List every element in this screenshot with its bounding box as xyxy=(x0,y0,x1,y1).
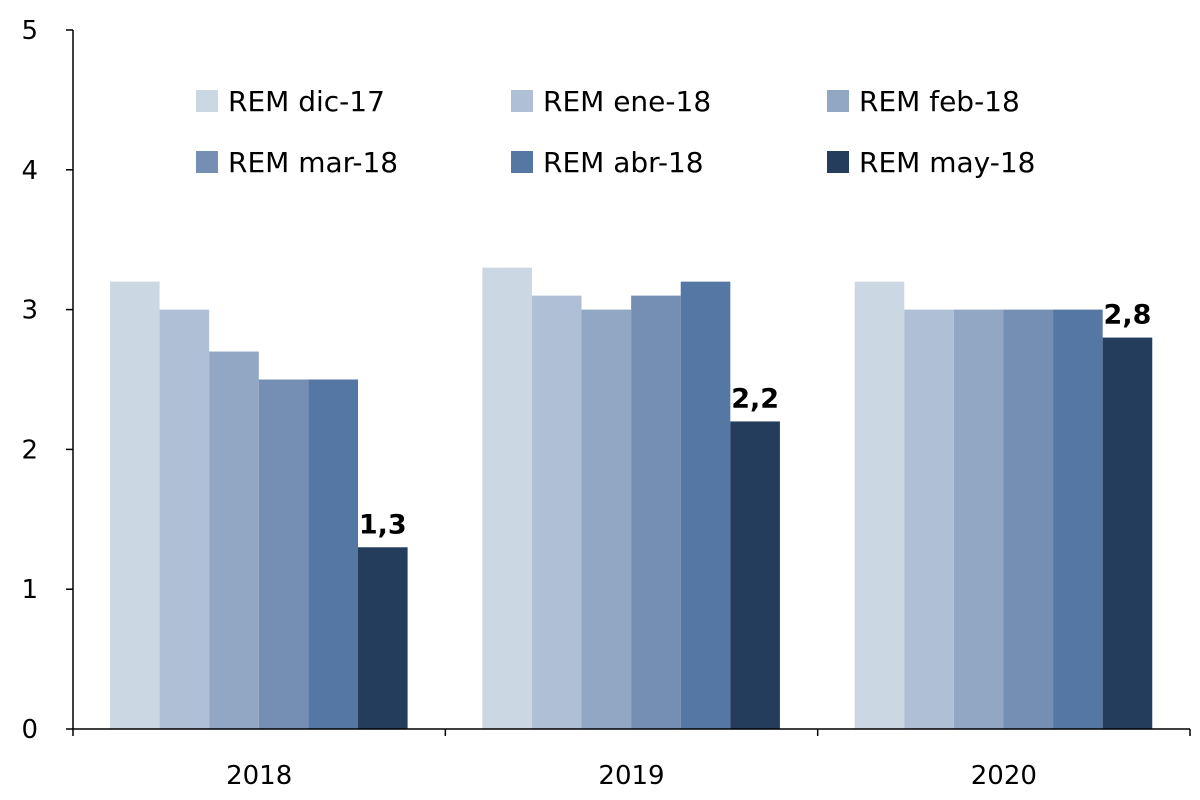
y-tick-label: 0 xyxy=(21,715,38,745)
legend: REM dic-17 REM ene-18 REM feb-18 REM mar-18… xyxy=(196,85,1035,179)
y-tick-label: 5 xyxy=(21,16,38,46)
legend-item-rem-feb-18: REM feb-18 xyxy=(827,85,1020,118)
bar-rem-abr-18-2020 xyxy=(1053,309,1103,729)
bars xyxy=(110,267,1153,729)
legend-swatch xyxy=(827,90,849,112)
data-label: 2,8 xyxy=(1104,300,1152,331)
legend-label: REM mar-18 xyxy=(228,146,398,179)
bar-rem-feb-18-2018 xyxy=(209,351,259,729)
y-tick-label: 1 xyxy=(21,575,38,605)
legend-label: REM may-18 xyxy=(859,146,1035,179)
legend-label: REM ene-18 xyxy=(543,85,711,118)
legend-swatch xyxy=(196,151,218,173)
legend-label: REM abr-18 xyxy=(543,146,704,179)
y-tick-label: 2 xyxy=(21,435,38,465)
bar-rem-feb-18-2020 xyxy=(953,309,1004,729)
bar-rem-mar-18-2018 xyxy=(258,379,309,729)
bar-rem-may-18-2020 xyxy=(1102,337,1153,729)
legend-item-rem-ene-18: REM ene-18 xyxy=(511,85,711,118)
bar-rem-abr-18-2018 xyxy=(308,379,358,729)
data-label: 1,3 xyxy=(359,509,407,540)
legend-item-rem-mar-18: REM mar-18 xyxy=(196,146,398,179)
bar-rem-ene-18-2019 xyxy=(531,295,582,729)
y-tick-label: 3 xyxy=(21,296,38,326)
legend-item-rem-dic-17: REM dic-17 xyxy=(196,85,385,118)
legend-label: REM dic-17 xyxy=(228,85,385,118)
bar-rem-dic-17-2018 xyxy=(110,281,160,729)
x-tick-label: 2019 xyxy=(598,761,664,791)
bar-rem-mar-18-2019 xyxy=(631,295,681,729)
data-labels: 1,3 2,2 2,8 xyxy=(359,300,1152,541)
bar-rem-may-18-2019 xyxy=(730,421,780,729)
y-tick-label: 4 xyxy=(21,156,38,186)
legend-item-rem-abr-18: REM abr-18 xyxy=(511,146,704,179)
x-tick-label: 2020 xyxy=(971,761,1037,791)
legend-swatch xyxy=(196,90,218,112)
legend-item-rem-may-18: REM may-18 xyxy=(827,146,1035,179)
bar-rem-dic-17-2019 xyxy=(482,267,532,729)
legend-swatch xyxy=(511,151,533,173)
axes: 0 1 2 3 4 5 2018 2019 2020 xyxy=(21,16,1191,791)
bar-rem-dic-17-2020 xyxy=(854,281,905,729)
legend-label: REM feb-18 xyxy=(859,85,1020,118)
bar-rem-ene-18-2020 xyxy=(904,309,954,729)
bar-rem-mar-18-2020 xyxy=(1003,309,1054,729)
data-label: 2,2 xyxy=(731,383,779,414)
bar-rem-abr-18-2019 xyxy=(680,281,731,729)
bar-rem-feb-18-2019 xyxy=(581,309,632,729)
bar-rem-may-18-2018 xyxy=(358,547,408,729)
x-tick-label: 2018 xyxy=(226,761,292,791)
bar-rem-ene-18-2018 xyxy=(159,309,210,729)
legend-swatch xyxy=(827,151,849,173)
legend-swatch xyxy=(511,90,533,112)
